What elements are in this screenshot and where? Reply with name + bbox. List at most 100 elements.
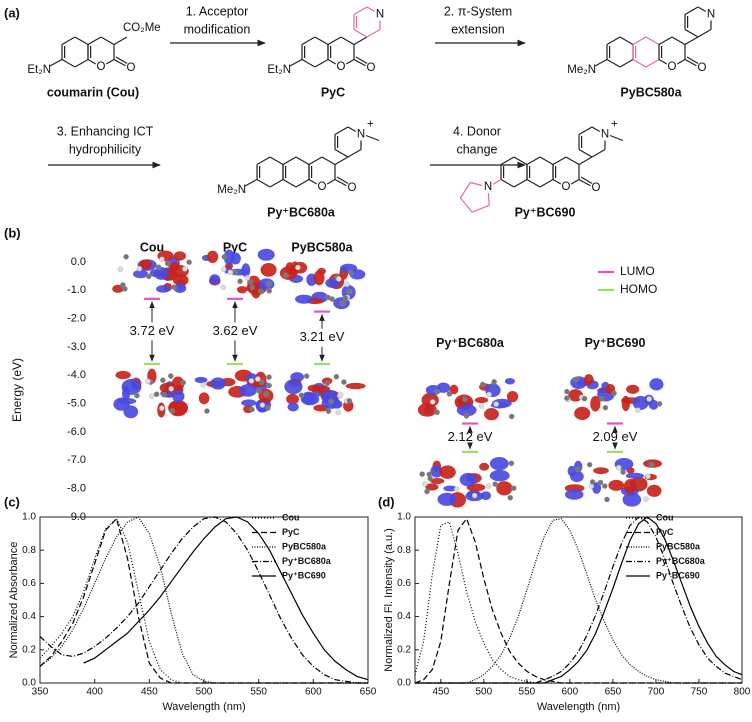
atom-bg [354,128,367,141]
orbital-lobe [479,462,490,471]
orbital-lobe [257,248,275,261]
atom-ball [342,295,349,301]
legend-label: PyC [656,527,674,537]
orbital-lobe [194,376,208,384]
bond [353,6,368,16]
orbital-lobe [480,491,491,501]
bond [282,156,297,166]
compound-name: Py⁺BC680a [436,336,505,350]
bond [340,36,355,46]
bond [301,58,316,68]
atom-ball [589,479,596,485]
atom-ball [656,401,663,407]
y-tick-label: 1.0 [397,512,411,523]
atom-ball [249,406,255,413]
y-tick-label: 0.6 [397,578,411,589]
orbital-lobe [449,384,459,395]
y-tick-label: 0.4 [397,611,411,622]
atom-ball [598,396,605,402]
atom-ball [298,392,305,399]
bond [334,148,349,158]
atom-ball [602,404,609,411]
bond [366,28,381,38]
orbital-lobe [313,270,325,286]
gap-label: 3.72 eV [130,323,175,338]
spectrum-line [414,517,742,684]
atom-ball [324,380,331,387]
orbital-lobe [279,266,297,280]
atom-ball [227,269,234,276]
y-axis-label: Normalized Absorbance [8,542,20,659]
orbital-lobe [325,278,340,288]
atom-ball [434,388,440,395]
atom-label: Me₂N [217,184,246,196]
compound-name: PyBC580a [291,240,353,254]
x-tick-label: 500 [196,687,213,698]
y-tick-label: -1.0 [67,284,86,296]
y-tick-label: 0.0 [397,678,411,689]
bond [87,36,102,46]
bond [61,58,76,68]
step-text: 4. Donor [453,124,501,138]
atom-ball [168,373,174,379]
y-tick-label: 0.2 [397,644,411,655]
x-tick-label: 600 [562,687,579,698]
atom-label: O [337,61,346,73]
atom-bg [590,182,602,194]
orbital-lobe [430,477,445,485]
atom-ball [604,496,610,503]
atom-label: Et₂N [267,64,291,76]
orbital-lobe [489,457,509,471]
atom-ball [134,392,140,399]
bond [594,58,608,67]
bond [336,176,350,185]
charge: + [367,119,374,131]
orbital-lobe [115,370,131,380]
bond [684,58,698,67]
x-tick-label: 550 [250,687,267,698]
x-tick-label: 700 [648,687,665,698]
legend-label: LUMO [620,264,655,278]
orbital-lobe [172,390,185,403]
orbital-lobe [622,492,642,507]
atom-ball [159,405,165,411]
atom-label: O [127,62,136,74]
atom-ball [462,396,468,403]
legend-label: Cou [282,512,300,522]
atom-ball [492,481,498,487]
x-tick-label: 350 [32,687,49,698]
atom-bg [373,8,386,21]
y-axis-label: Energy (eV) [10,358,24,422]
bond [609,134,624,142]
atom-ball [180,379,187,386]
atom-ball [648,462,655,468]
bond [684,28,699,38]
atom-ball [645,473,651,480]
atom-ball [161,392,167,398]
panel-label: (a) [4,5,20,20]
gap-label: 2.12 eV [448,429,493,444]
orbital-lobe [241,399,257,407]
bond [256,178,271,188]
orbital-lobe [490,402,509,409]
legend-label: HOMO [620,282,657,296]
y-tick-label: -7.0 [67,454,86,466]
orbital-lobe [626,384,640,394]
atom-bg [560,181,572,193]
atom-ball [249,284,255,291]
bond [353,36,368,46]
orbital-lobe [474,396,489,404]
bond [295,178,310,188]
atom-ball [341,379,347,385]
orbital-lobe [239,384,257,397]
atom-ball [507,494,513,501]
bond [606,58,621,68]
x-tick-label: 650 [605,687,622,698]
atom-ball [248,378,255,384]
atom-ball [635,407,641,413]
orbital-lobe [506,390,519,403]
bond [578,126,593,136]
bond [365,134,380,142]
orbital-lobe [456,403,477,417]
legend-label: Py⁺BC690 [656,570,700,580]
